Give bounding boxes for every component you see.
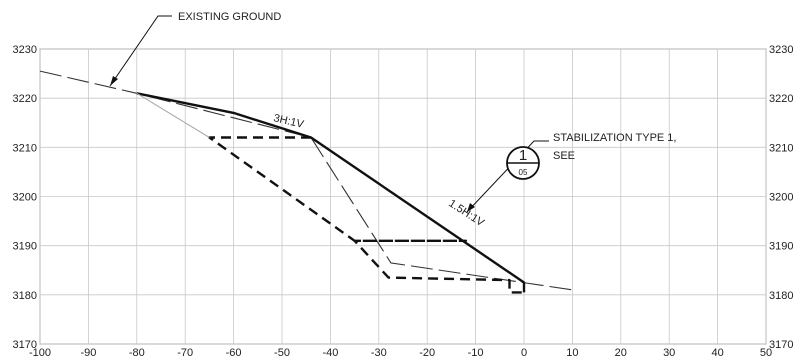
series-excavation-limit [208,136,524,294]
x-tick-label: -80 [129,347,145,359]
existing-ground-label: EXISTING GROUND [178,11,281,23]
y-tick-label-left: 3210 [13,142,37,154]
x-tick-label: -50 [274,347,290,359]
x-tick-label: -60 [226,347,242,359]
series-transition [136,92,210,138]
y-tick-label-right: 3190 [769,241,793,253]
x-tick-label: -20 [419,347,435,359]
series-existing-ground [39,70,573,291]
x-tick-label: 40 [711,347,723,359]
axis-labels: -100 -90 -80 -70 -60 -50 -40 -30 -20 -10 0 10 20 30 40… [13,44,794,359]
grid [39,48,767,345]
y-tick-label-left: 3200 [13,192,37,204]
slope-3h-label: 3H:1V [272,112,305,131]
stabilization-note-line1: STABILIZATION TYPE 1, [553,132,676,144]
y-tick-label-left: 3230 [13,44,37,56]
x-tick-label: 20 [615,347,627,359]
x-tick-label: 30 [663,347,675,359]
y-tick-label-right: 3170 [769,339,793,351]
y-tick-label-right: 3230 [769,44,793,56]
y-tick-label-left: 3190 [13,241,37,253]
grade-lines [39,70,573,294]
x-tick-label: -100 [29,347,51,359]
y-tick-label-right: 3210 [769,142,793,154]
x-tick-label: -90 [80,347,96,359]
y-tick-label-right: 3180 [769,290,793,302]
x-tick-label: 50 [760,347,772,359]
y-tick-label-right: 3220 [769,93,793,105]
detail-callout: 1 05 [506,146,540,180]
stabilization-note-line2: SEE [553,150,575,162]
stabilization-arrowhead [467,203,475,212]
x-tick-label: -10 [468,347,484,359]
x-tick-label: -40 [322,347,338,359]
y-tick-label-left: 3180 [13,290,37,302]
existing-ground-arrowhead [110,76,118,86]
stabilization-leader [466,140,549,213]
slope-15h-label: 1.5H:1V [446,197,486,229]
x-tick-label: 10 [566,347,578,359]
y-tick-label-right: 3200 [769,192,793,204]
existing-ground-leader [109,15,172,87]
x-tick-label: 0 [521,347,527,359]
x-tick-label: -30 [371,347,387,359]
detail-sheet: 05 [519,168,528,177]
x-tick-label: -70 [177,347,193,359]
y-tick-label-left: 3170 [13,339,37,351]
detail-number: 1 [519,147,527,164]
y-tick-label-left: 3220 [13,93,37,105]
